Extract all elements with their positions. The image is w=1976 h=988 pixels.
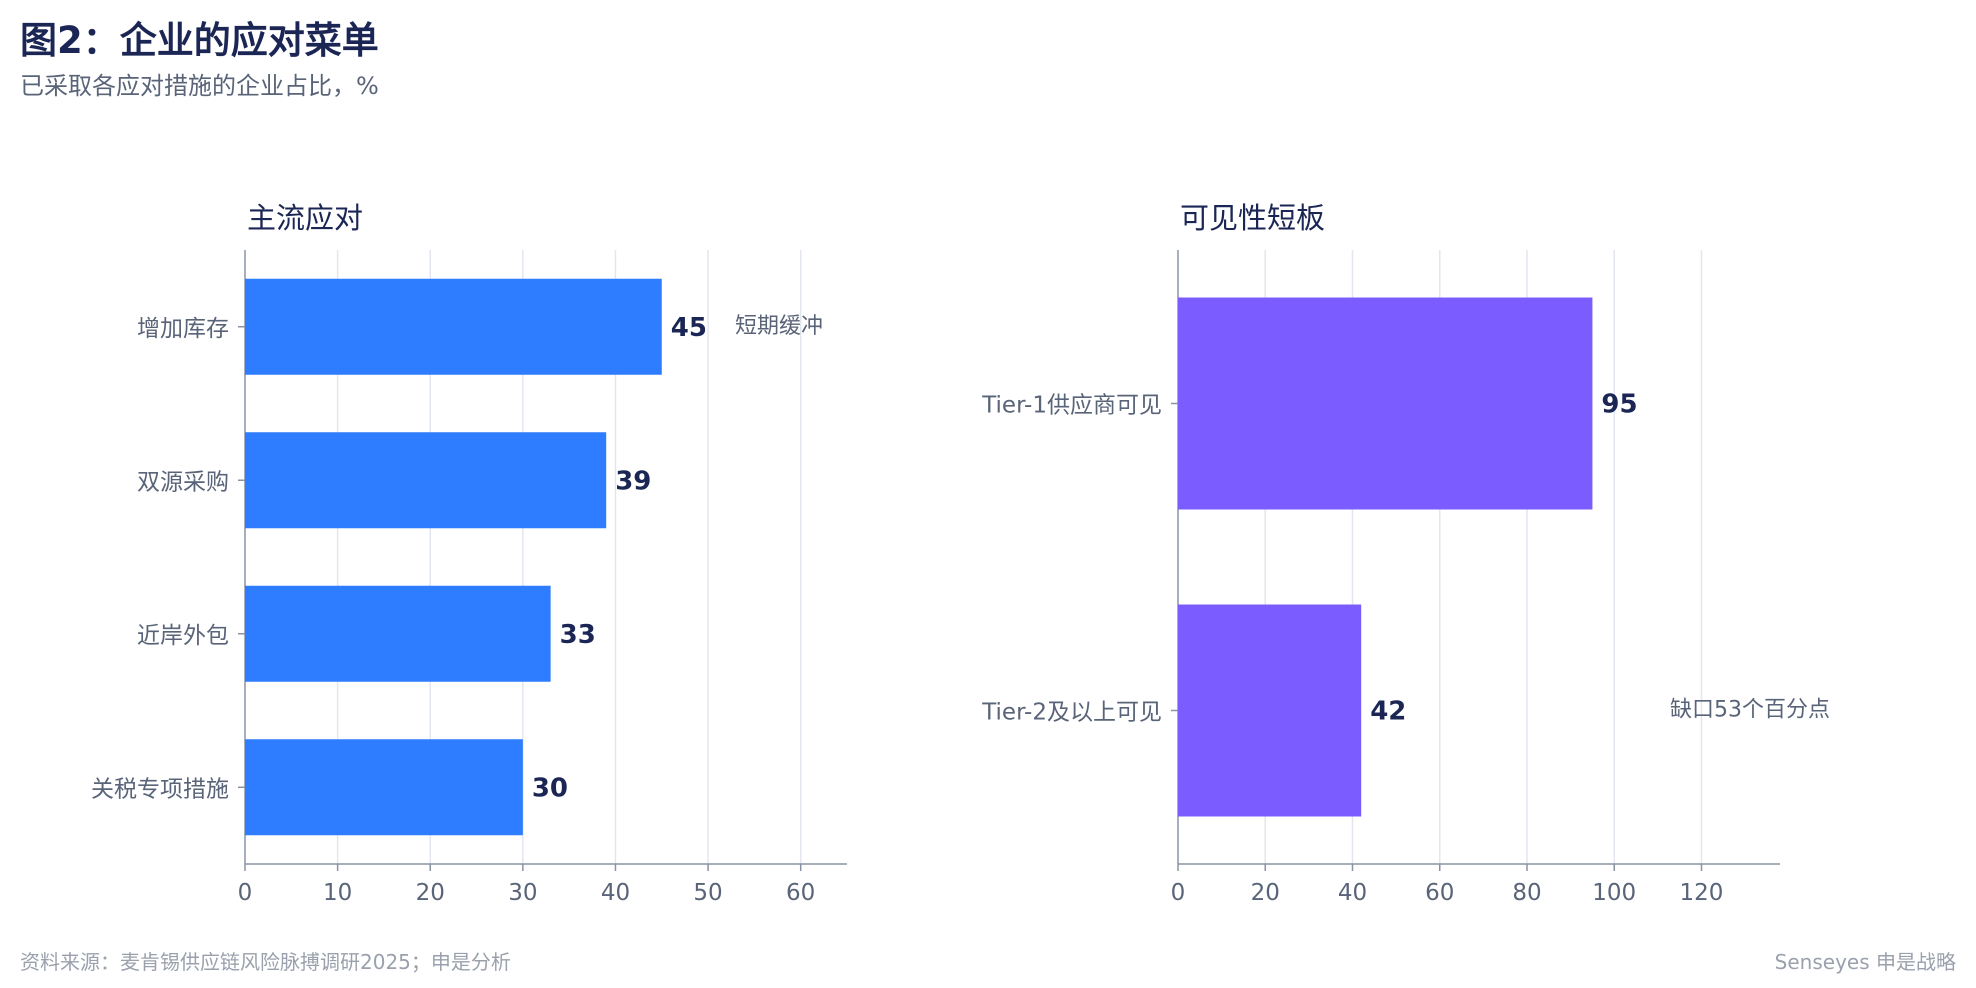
right-annotation: 缺口53个百分点 [1670, 698, 1830, 723]
right-x-tick-label: 80 [1512, 880, 1541, 906]
right-value-label: 42 [1370, 697, 1406, 727]
left-value-label: 30 [532, 773, 568, 803]
left-x-tick-label: 50 [693, 880, 722, 906]
right-category-label: Tier-2及以上可见 [981, 700, 1162, 726]
left-bar [245, 432, 607, 529]
left-x-tick-label: 0 [238, 880, 253, 906]
right-x-tick-label: 20 [1251, 880, 1280, 906]
left-x-tick-label: 10 [323, 880, 352, 906]
left-annotation: 短期缓冲 [735, 314, 823, 339]
page-subtitle: 已采取各应对措施的企业占比，% [20, 72, 379, 100]
right-panel-title: 可见性短板 [1180, 201, 1325, 235]
right-x-tick-label: 120 [1680, 880, 1724, 906]
right-bar [1178, 604, 1362, 817]
left-bar [245, 739, 523, 836]
source-note: 资料来源：麦肯锡供应链风险脉搏调研2025；申是分析 [20, 950, 511, 974]
right-x-tick-label: 40 [1338, 880, 1367, 906]
left-x-tick-label: 60 [786, 880, 815, 906]
right-x-tick-label: 0 [1171, 880, 1186, 906]
left-value-label: 45 [671, 313, 707, 343]
left-category-label: 关税专项措施 [91, 776, 229, 802]
left-x-tick-label: 20 [416, 880, 445, 906]
left-panel-title: 主流应对 [247, 201, 363, 235]
left-value-label: 39 [615, 466, 651, 496]
right-category-label: Tier-1供应商可见 [981, 393, 1162, 419]
right-x-tick-label: 60 [1425, 880, 1454, 906]
left-value-label: 33 [560, 620, 596, 650]
left-x-tick-label: 40 [601, 880, 630, 906]
right-value-label: 95 [1601, 390, 1637, 420]
right-x-tick-label: 100 [1592, 880, 1636, 906]
left-category-label: 增加库存 [137, 316, 229, 342]
left-bar [245, 585, 551, 682]
brand-label: Senseyes 申是战略 [1774, 950, 1956, 974]
right-bar [1178, 297, 1593, 510]
left-category-label: 双源采购 [137, 469, 229, 495]
left-bar [245, 278, 662, 375]
left-category-label: 近岸外包 [137, 623, 229, 649]
page-title: 图2：企业的应对菜单 [20, 19, 379, 62]
left-x-tick-label: 30 [508, 880, 537, 906]
